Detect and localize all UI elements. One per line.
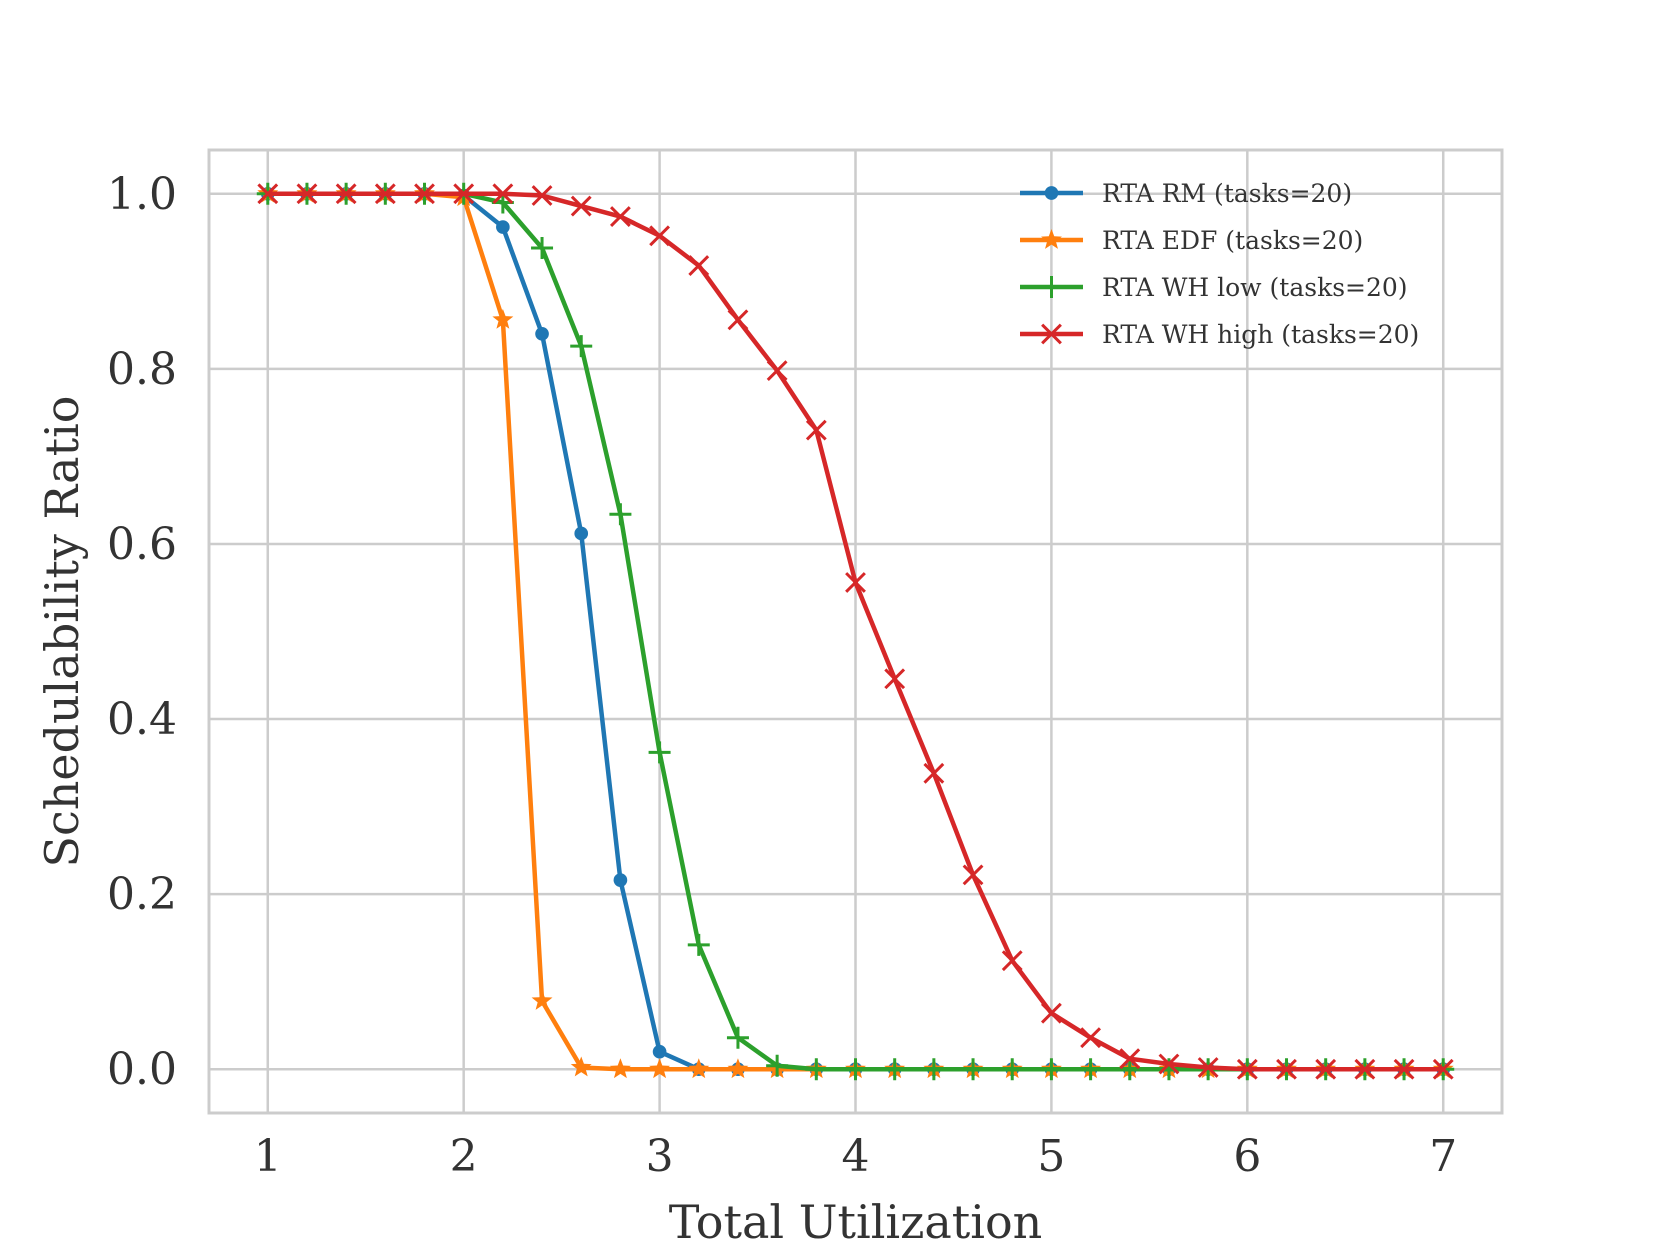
data-point-plus [844, 1058, 867, 1081]
data-point-plus [531, 237, 554, 260]
y-tick-label: 0.0 [107, 1044, 177, 1095]
data-point-x [766, 360, 788, 382]
x-tick-label: 4 [842, 1131, 870, 1182]
data-point-x [1040, 1002, 1062, 1024]
data-point-plus [570, 335, 593, 358]
data-point-x [374, 183, 396, 205]
data-point-x [492, 183, 514, 205]
data-point-x [296, 183, 318, 205]
data-point-plus [1040, 1058, 1063, 1081]
data-point-circle [574, 526, 589, 541]
data-point-circle [652, 1044, 667, 1059]
y-tick-label: 0.8 [107, 344, 177, 395]
legend-item-2: RTA WH low (tasks=20) [1020, 273, 1408, 302]
data-point-plus [648, 741, 671, 764]
data-point-plus [883, 1058, 906, 1081]
data-point-x [884, 668, 906, 690]
data-point-plus [1118, 1058, 1141, 1081]
data-point-plus [766, 1054, 789, 1077]
legend-item-3: RTA WH high (tasks=20) [1020, 320, 1419, 349]
data-point-x [1080, 1027, 1102, 1049]
data-point-x [649, 225, 671, 247]
data-point-star [492, 308, 514, 329]
data-point-x [453, 183, 475, 205]
grid [209, 150, 1502, 1113]
series-layer [256, 182, 1455, 1081]
data-point-x [805, 419, 827, 441]
data-point-circle [613, 873, 628, 887]
x-tick-label: 3 [646, 1131, 674, 1182]
data-point-x [609, 206, 631, 227]
data-point-x [1354, 1058, 1376, 1080]
data-point-x [1393, 1058, 1415, 1080]
plot-frame [207, 148, 1504, 1115]
data-point-plus [609, 503, 632, 526]
tick-labels: 1 2 3 4 5 6 7 0.0 0.2 0.4 0.6 0.8 1.0 [107, 169, 1457, 1182]
data-point-x [570, 195, 592, 217]
data-point-x [414, 183, 435, 205]
y-tick-label: 0.4 [107, 694, 177, 745]
data-point-star [531, 989, 553, 1010]
x-tick-label: 7 [1429, 1131, 1457, 1182]
x-tick-label: 2 [450, 1131, 478, 1182]
data-point-star [1041, 229, 1062, 249]
data-point-x [1276, 1058, 1297, 1080]
data-point-plus [1079, 1058, 1102, 1081]
legend-label: RTA EDF (tasks=20) [1102, 226, 1363, 255]
data-point-x [962, 864, 984, 886]
data-point-plus [1040, 276, 1063, 298]
x-tick-label: 5 [1037, 1131, 1065, 1182]
data-point-x [1158, 1053, 1180, 1075]
data-point-plus [962, 1058, 985, 1081]
data-point-x [688, 255, 710, 276]
data-point-x [1119, 1048, 1141, 1070]
data-point-star [570, 1056, 592, 1077]
y-axis-label: Schedulability Ratio [35, 395, 89, 867]
legend-label: RTA WH high (tasks=20) [1102, 320, 1419, 349]
y-tick-label: 0.6 [107, 519, 177, 570]
x-tick-label: 6 [1233, 1131, 1261, 1182]
data-point-star [609, 1058, 631, 1079]
data-point-plus [922, 1058, 945, 1081]
data-point-x [257, 183, 279, 205]
data-point-plus [726, 1026, 749, 1049]
data-point-star [688, 1058, 710, 1079]
data-point-x [845, 572, 866, 593]
data-point-x [1041, 323, 1062, 345]
data-point-plus [687, 933, 710, 956]
data-point-x [727, 309, 749, 331]
data-point-plus [1001, 1058, 1024, 1081]
legend-label: RTA WH low (tasks=20) [1102, 273, 1408, 302]
data-point-x [923, 762, 945, 784]
series-3 [257, 183, 1454, 1080]
data-point-x [531, 185, 553, 206]
legend-item-1: RTA EDF (tasks=20) [1020, 226, 1363, 255]
data-point-plus [805, 1058, 828, 1081]
data-point-x [1197, 1057, 1219, 1078]
data-point-x [335, 183, 357, 205]
data-point-circle [496, 220, 510, 234]
data-point-x [1001, 950, 1023, 972]
legend-label: RTA RM (tasks=20) [1102, 179, 1352, 208]
legend-item-0: RTA RM (tasks=20) [1020, 179, 1352, 208]
data-point-circle [1044, 186, 1059, 200]
data-point-star [727, 1058, 749, 1079]
x-tick-label: 1 [254, 1131, 282, 1182]
legend: RTA RM (tasks=20) RTA EDF (tasks=20) RTA W… [1020, 179, 1419, 349]
data-point-circle [535, 327, 549, 341]
x-axis-label: Total Utilization [669, 1195, 1043, 1245]
data-point-x [1315, 1058, 1337, 1080]
data-point-star [649, 1058, 671, 1079]
data-point-x [1236, 1058, 1258, 1080]
y-tick-label: 1.0 [107, 169, 177, 220]
y-tick-label: 0.2 [107, 869, 177, 920]
data-point-x [1432, 1058, 1454, 1080]
